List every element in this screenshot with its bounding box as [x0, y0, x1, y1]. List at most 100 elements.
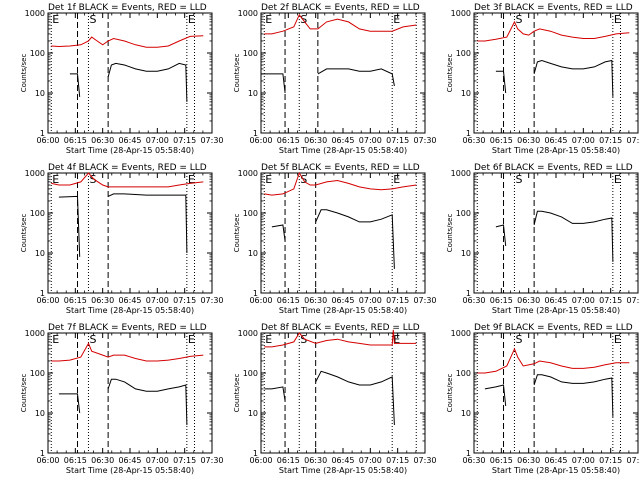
- lld-series-line: [51, 172, 204, 188]
- x-tick-label: 07:15: [599, 136, 622, 145]
- events-series-line: [315, 209, 395, 269]
- x-axis-label: Start Time (28-Apr-15 05:58:40): [66, 146, 194, 155]
- y-tick-label: 1: [253, 129, 258, 138]
- x-tick-label: 06:00: [249, 296, 272, 305]
- x-tick-label: 07:30: [413, 456, 436, 465]
- panel-det-3: Det 3f BLACK = Events, RED = LLD 1 10 100 10…: [446, 3, 640, 155]
- x-tick-label: 07:00: [359, 296, 382, 305]
- y-axis-label: Counts/sec: [20, 374, 28, 413]
- x-tick-label: 06:00: [249, 456, 272, 465]
- y-tick-label: 100: [456, 369, 471, 378]
- plot-frame: [260, 332, 426, 454]
- panel-title: Det 6f BLACK = Events, RED = LLD: [474, 163, 633, 173]
- y-tick-label: 100: [243, 369, 258, 378]
- y-tick-label: 10: [248, 409, 258, 418]
- marker-label: S: [515, 13, 522, 26]
- lld-series-line: [264, 171, 417, 196]
- events-series-line: [58, 195, 81, 257]
- x-axis-label: Start Time (28-Apr-15 05:58:40): [66, 466, 194, 475]
- x-tick-label: 06:15: [277, 136, 300, 145]
- events-series-line: [69, 73, 81, 97]
- x-tick-label: 07:30: [626, 456, 640, 465]
- x-tick-label: 06:45: [331, 456, 354, 465]
- marker-label: E: [614, 173, 621, 186]
- x-tick-label: 07:30: [413, 136, 436, 145]
- x-tick-label: 06:15: [490, 136, 513, 145]
- x-axis-label: Start Time (28-Apr-15 05:58:40): [279, 306, 407, 315]
- x-tick-label: 06:45: [544, 456, 567, 465]
- plot-frame: [260, 172, 426, 294]
- events-series-line: [271, 224, 286, 242]
- panel-title: Det 9f BLACK = Events, RED = LLD: [474, 323, 633, 333]
- x-tick-label: 06:30: [517, 296, 540, 305]
- y-tick-label: 100: [456, 209, 471, 218]
- x-tick-label: 06:00: [36, 456, 59, 465]
- marker-label: E: [393, 13, 400, 26]
- y-axis-label: Counts/sec: [233, 54, 241, 93]
- y-tick-label: 1: [40, 289, 45, 298]
- y-axis-label: Counts/sec: [233, 214, 241, 253]
- marker-label: E: [188, 13, 195, 26]
- marker-label: E: [188, 333, 195, 346]
- x-tick-label: 06:30: [462, 296, 485, 305]
- y-tick-label: 100: [456, 49, 471, 58]
- y-tick-label: 100: [30, 209, 45, 218]
- y-tick-label: 10: [35, 249, 45, 258]
- panel-det-5: Det 5f BLACK = Events, RED = LLD 1 10 100 10…: [233, 163, 437, 315]
- x-tick-label: 07:30: [200, 296, 223, 305]
- x-tick-label: 06:30: [304, 296, 327, 305]
- marker-label: E: [265, 333, 272, 346]
- y-tick-label: 10: [35, 409, 45, 418]
- events-series-line: [107, 193, 188, 254]
- panel-det-8: Det 8f BLACK = Events, RED = LLD 1 10 100 10…: [233, 323, 437, 475]
- x-axis-label: Start Time (28-Apr-15 05:58:40): [66, 306, 194, 315]
- lld-series-line: [477, 20, 630, 42]
- panel-det-7: Det 7f BLACK = Events, RED = LLD 1 10 100 10…: [20, 323, 224, 475]
- y-tick-label: 10: [35, 89, 45, 98]
- events-series-line: [533, 59, 614, 97]
- plot-frame: [47, 332, 213, 454]
- x-tick-label: 07:00: [146, 136, 169, 145]
- x-tick-label: 06:30: [304, 136, 327, 145]
- y-tick-label: 1000: [451, 329, 471, 338]
- events-series-line: [264, 386, 286, 402]
- x-tick-label: 06:30: [517, 456, 540, 465]
- lld-series-line: [51, 35, 204, 48]
- x-tick-label: 06:00: [249, 136, 272, 145]
- lld-series-line: [51, 342, 204, 362]
- marker-label: S: [89, 13, 96, 26]
- y-tick-label: 1: [253, 449, 258, 458]
- y-tick-label: 1: [253, 289, 258, 298]
- x-axis-label: Start Time (28-Apr-15 05:58:40): [279, 466, 407, 475]
- x-axis-label: Start Time (28-Apr-15 05:58:40): [492, 146, 620, 155]
- events-series-line: [533, 210, 614, 262]
- x-tick-label: 07:00: [359, 456, 382, 465]
- x-tick-label: 06:00: [36, 296, 59, 305]
- y-axis-label: Counts/sec: [446, 214, 454, 253]
- x-tick-label: 06:30: [91, 136, 114, 145]
- plot-frame: [260, 12, 426, 134]
- y-axis-label: Counts/sec: [446, 54, 454, 93]
- y-tick-label: 1000: [238, 169, 258, 178]
- panel-title: Det 8f BLACK = Events, RED = LLD: [261, 323, 420, 333]
- y-tick-label: 10: [461, 89, 471, 98]
- panel-title: Det 2f BLACK = Events, RED = LLD: [261, 3, 420, 13]
- y-axis-label: Counts/sec: [446, 374, 454, 413]
- events-series-line: [317, 68, 395, 87]
- plot-frame: [473, 172, 639, 294]
- y-tick-label: 1000: [25, 169, 45, 178]
- y-tick-label: 10: [461, 249, 471, 258]
- marker-label: E: [614, 13, 621, 26]
- x-tick-label: 06:45: [118, 296, 141, 305]
- y-tick-label: 1: [466, 289, 471, 298]
- x-tick-label: 07:15: [173, 296, 196, 305]
- x-tick-label: 07:15: [386, 136, 409, 145]
- events-series-line: [315, 370, 395, 426]
- y-axis-label: Counts/sec: [20, 54, 28, 93]
- y-tick-label: 10: [248, 249, 258, 258]
- marker-label: E: [188, 173, 195, 186]
- x-tick-label: 07:30: [200, 456, 223, 465]
- x-tick-label: 07:15: [173, 456, 196, 465]
- x-tick-label: 07:30: [200, 136, 223, 145]
- x-tick-label: 06:15: [64, 296, 87, 305]
